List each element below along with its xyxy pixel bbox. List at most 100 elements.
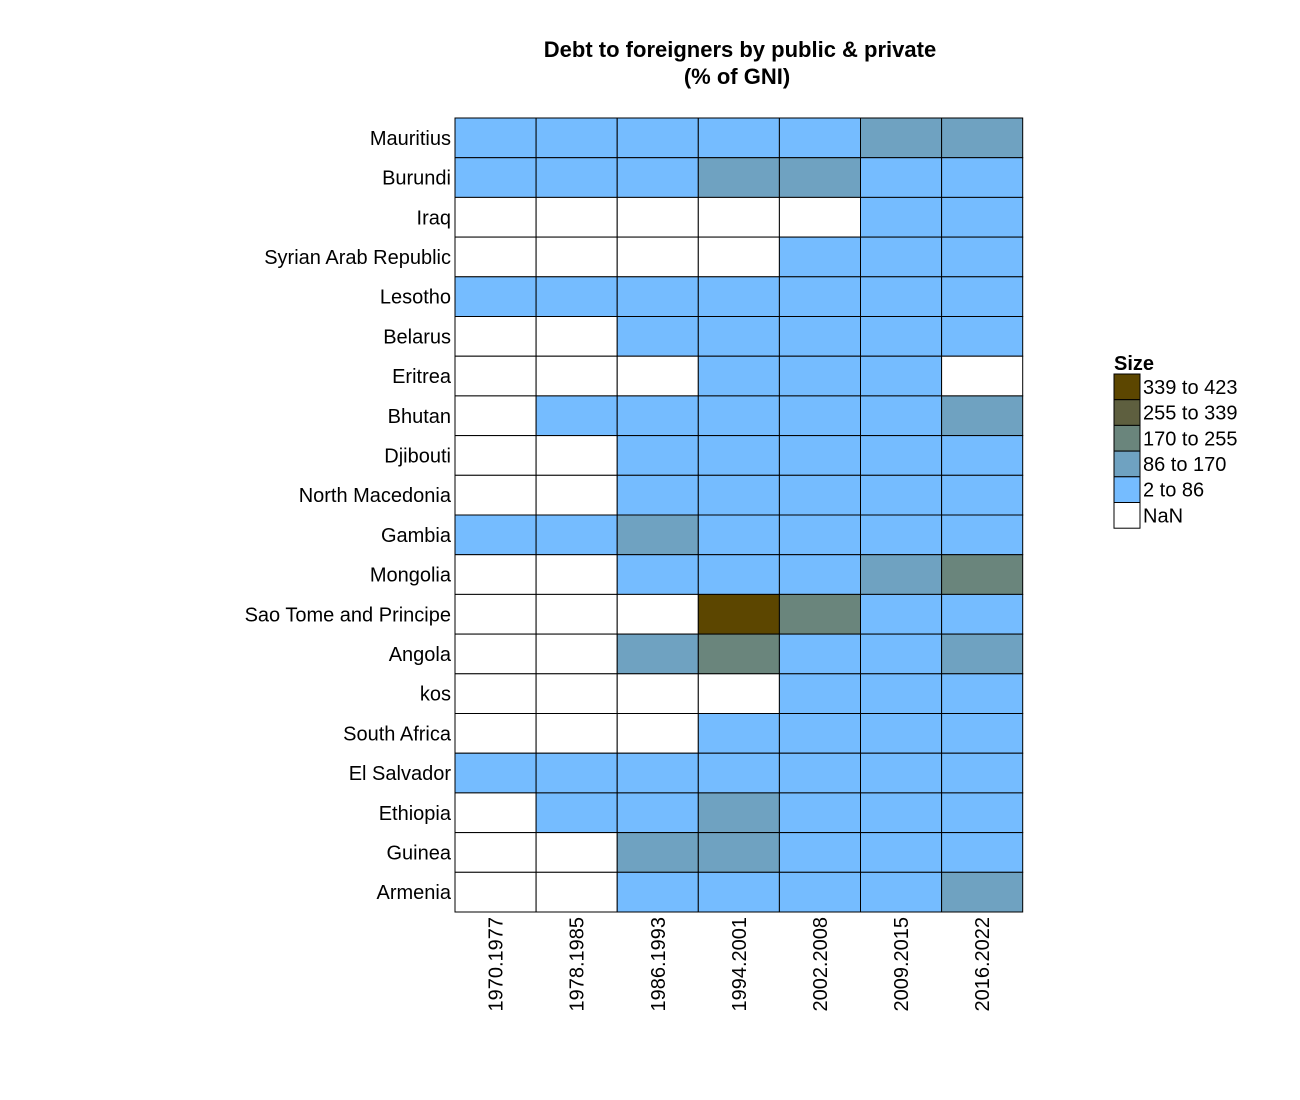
heatmap-cell-angola-1970-1977 xyxy=(454,633,537,675)
heatmap-cell-eritrea-1978-1985 xyxy=(535,355,618,397)
row-label-belarus: Belarus xyxy=(383,326,451,348)
heatmap-cell-el-salvador-1978-1985 xyxy=(535,752,618,794)
heatmap-cell-mauritius-1970-1977 xyxy=(454,117,537,159)
heatmap-cell-ethiopia-1994-2001 xyxy=(697,792,780,834)
heatmap-cell-mongolia-1970-1977 xyxy=(454,554,537,595)
legend-label-255-to-339: 255 to 339 xyxy=(1143,403,1238,425)
row-label-kos: kos xyxy=(420,684,451,706)
heatmap-cell-north-macedonia-1994-2001 xyxy=(697,474,780,516)
heatmap-cell-burundi-1994-2001 xyxy=(697,157,780,198)
column-label-2002-2008: 2002.2008 xyxy=(810,917,832,1012)
heatmap-cell-eritrea-2009-2015 xyxy=(860,355,943,397)
heatmap-cell-mauritius-2009-2015 xyxy=(860,117,943,159)
heatmap-cell-angola-2016-2022 xyxy=(941,633,1024,675)
heatmap-cell-south-africa-2009-2015 xyxy=(860,713,943,754)
heatmap-cell-belarus-2002-2008 xyxy=(778,316,862,357)
heatmap-cell-sao-tome-and-principe-1986-1993 xyxy=(616,593,699,635)
heatmap-cell-angola-2009-2015 xyxy=(860,633,943,675)
heatmap-cell-eritrea-2002-2008 xyxy=(778,355,862,397)
heatmap-cell-gambia-2009-2015 xyxy=(860,514,943,556)
heatmap-cell-syrian-arab-republic-2002-2008 xyxy=(778,236,862,278)
heatmap-cell-mauritius-1986-1993 xyxy=(616,117,699,159)
heatmap-cell-armenia-2016-2022 xyxy=(941,871,1024,913)
heatmap-cell-ethiopia-1978-1985 xyxy=(535,792,618,834)
heatmap-cell-sao-tome-and-principe-2002-2008 xyxy=(778,593,862,635)
heatmap-cell-belarus-2016-2022 xyxy=(941,316,1024,357)
legend: Size 339 to 423 255 to 339 170 to 255 86 to… xyxy=(1113,353,1238,529)
row-label-djibouti: Djibouti xyxy=(384,446,451,468)
heatmap-cell-armenia-1994-2001 xyxy=(697,871,780,913)
heatmap-cell-djibouti-2009-2015 xyxy=(860,435,943,476)
legend-title: Size xyxy=(1114,353,1154,375)
heatmap-cell-belarus-1970-1977 xyxy=(454,316,537,357)
row-label-south-africa: South Africa xyxy=(343,723,452,745)
legend-swatch-170-to-255 xyxy=(1113,424,1141,452)
heatmap-cell-gambia-1986-1993 xyxy=(616,514,699,556)
chart-subtitle: (% of GNI) xyxy=(684,64,790,89)
row-label-lesotho: Lesotho xyxy=(380,287,451,309)
heatmap-cell-armenia-1978-1985 xyxy=(535,871,618,913)
heatmap-cell-lesotho-2002-2008 xyxy=(778,276,862,317)
heatmap-cell-kos-2016-2022 xyxy=(941,673,1024,714)
heatmap-cell-lesotho-1978-1985 xyxy=(535,276,618,317)
heatmap-cell-lesotho-1970-1977 xyxy=(454,276,537,317)
heatmap-cell-angola-1978-1985 xyxy=(535,633,618,675)
heatmap-cell-iraq-1978-1985 xyxy=(535,196,618,238)
heatmap-cell-north-macedonia-1986-1993 xyxy=(616,474,699,516)
heatmap-cell-iraq-1986-1993 xyxy=(616,196,699,238)
heatmap-cell-el-salvador-2016-2022 xyxy=(941,752,1024,794)
heatmap-cell-kos-1986-1993 xyxy=(616,673,699,714)
legend-swatch-255-to-339 xyxy=(1113,399,1141,426)
heatmap-cell-north-macedonia-2016-2022 xyxy=(941,474,1024,516)
heatmap-cell-armenia-2002-2008 xyxy=(778,871,862,913)
legend-swatch-86-to-170 xyxy=(1113,450,1141,478)
heatmap-cell-burundi-1986-1993 xyxy=(616,157,699,198)
heatmap-cell-north-macedonia-2009-2015 xyxy=(860,474,943,516)
heatmap-cell-bhutan-1978-1985 xyxy=(535,395,618,437)
heatmap-cell-djibouti-2016-2022 xyxy=(941,435,1024,476)
heatmap-cell-el-salvador-2002-2008 xyxy=(778,752,862,794)
heatmap-cell-kos-2002-2008 xyxy=(778,673,862,714)
heatmap-cell-north-macedonia-1970-1977 xyxy=(454,474,537,516)
heatmap-cell-angola-2002-2008 xyxy=(778,633,862,675)
heatmap-cell-eritrea-1970-1977 xyxy=(454,355,537,397)
heatmap-cell-mauritius-1978-1985 xyxy=(535,117,618,159)
row-label-el-salvador: El Salvador xyxy=(349,763,452,785)
heatmap-cell-south-africa-1970-1977 xyxy=(454,713,537,754)
heatmap-cell-south-africa-2016-2022 xyxy=(941,713,1024,754)
heatmap-cell-angola-1994-2001 xyxy=(697,633,780,675)
heatmap-cell-syrian-arab-republic-2016-2022 xyxy=(941,236,1024,278)
heatmap-cell-el-salvador-1986-1993 xyxy=(616,752,699,794)
heatmap-cell-mauritius-2002-2008 xyxy=(778,117,862,159)
column-label-1986-1993: 1986.1993 xyxy=(648,917,670,1012)
heatmap-cell-eritrea-2016-2022 xyxy=(941,355,1024,397)
heatmap-cell-ethiopia-2016-2022 xyxy=(941,792,1024,834)
heatmap-cell-iraq-2002-2008 xyxy=(778,196,862,238)
heatmap-cell-burundi-2002-2008 xyxy=(778,157,862,198)
heatmap-cell-sao-tome-and-principe-1994-2001 xyxy=(697,593,780,635)
row-label-angola: Angola xyxy=(389,644,452,666)
heatmap-cell-mongolia-1978-1985 xyxy=(535,554,618,595)
heatmap-cell-bhutan-2009-2015 xyxy=(860,395,943,437)
heatmap-cell-iraq-2009-2015 xyxy=(860,196,943,238)
heatmap-cell-ethiopia-2002-2008 xyxy=(778,792,862,834)
heatmap-cell-mauritius-1994-2001 xyxy=(697,117,780,159)
heatmap-cell-guinea-2016-2022 xyxy=(941,832,1024,873)
heatmap-cell-belarus-1978-1985 xyxy=(535,316,618,357)
heatmap-cell-mongolia-1986-1993 xyxy=(616,554,699,595)
heatmap-cell-gambia-1978-1985 xyxy=(535,514,618,556)
heatmap-cell-north-macedonia-2002-2008 xyxy=(778,474,862,516)
heatmap-cell-gambia-1994-2001 xyxy=(697,514,780,556)
heatmap-cell-ethiopia-1986-1993 xyxy=(616,792,699,834)
row-label-guinea: Guinea xyxy=(387,843,452,865)
heatmap-cell-bhutan-1986-1993 xyxy=(616,395,699,437)
heatmap-cell-bhutan-2002-2008 xyxy=(778,395,862,437)
heatmap-cell-syrian-arab-republic-2009-2015 xyxy=(860,236,943,278)
heatmap-cell-armenia-1986-1993 xyxy=(616,871,699,913)
heatmap-cell-mongolia-2009-2015 xyxy=(860,554,943,595)
row-label-eritrea: Eritrea xyxy=(392,366,452,388)
heatmap-cell-djibouti-2002-2008 xyxy=(778,435,862,476)
column-label-2009-2015: 2009.2015 xyxy=(891,917,913,1012)
heatmap-cell-guinea-1978-1985 xyxy=(535,832,618,873)
row-label-burundi: Burundi xyxy=(382,168,451,190)
